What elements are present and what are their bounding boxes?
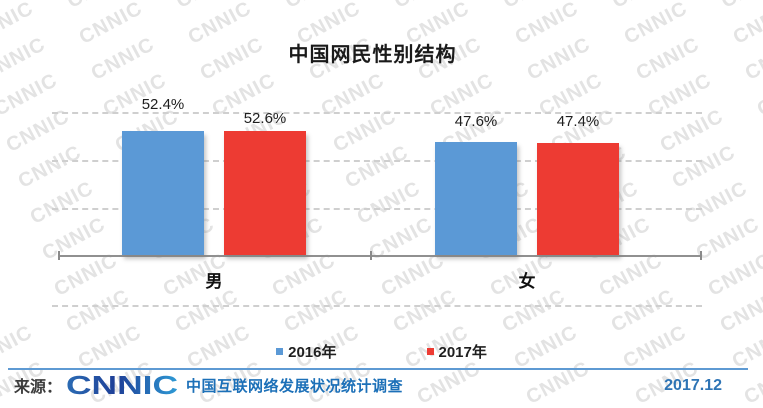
gridline-20pct: [52, 208, 702, 210]
footer-source: 来源： CNNIC 中国互联网络发展状况统计调查: [14, 372, 403, 398]
cnnic-watermark: CNNIC: [173, 0, 244, 14]
legend-swatch-2016: [276, 347, 284, 355]
gridline-40pct: [52, 160, 702, 162]
bar-value-2017-male: 52.6%: [243, 110, 287, 127]
cnnic-watermark: CNNIC: [14, 141, 86, 193]
cnnic-watermark: CNNIC: [668, 141, 740, 193]
legend-swatch-2017: [426, 347, 434, 355]
cnnic-watermark: CNNIC: [353, 177, 425, 229]
bar-value-2016-male: 52.4%: [141, 96, 185, 113]
chart-title: 中国网民性别结构: [288, 44, 457, 66]
cnnic-watermark: CNNIC: [389, 285, 461, 337]
cnnic-logo: CNNIC: [66, 373, 178, 397]
bar-value-2017-female: 47.4%: [556, 113, 600, 130]
cnnic-watermark: CNNIC: [377, 249, 449, 301]
legend-item-2016: 2016年: [276, 341, 337, 362]
cnnic-watermark: CNNIC: [50, 249, 122, 301]
legend-label-2016: 2016年: [288, 343, 337, 361]
cnnic-watermark: CNNIC: [413, 357, 485, 408]
cnnic-watermark: CNNIC: [718, 0, 763, 14]
cnnic-watermark: CNNIC: [38, 213, 110, 265]
cnnic-watermark: CNNIC: [62, 285, 134, 337]
cnnic-watermark: CNNIC: [282, 0, 353, 14]
cnnic-watermark: CNNIC: [753, 69, 763, 121]
cnnic-watermark: CNNIC: [341, 141, 413, 193]
cnnic-watermark: CNNIC: [26, 177, 98, 229]
cnnic-watermark: CNNIC: [498, 285, 570, 337]
x-axis: [58, 255, 702, 257]
footer-date: 2017.12: [664, 377, 722, 394]
cnnic-watermark: CNNIC: [500, 0, 571, 14]
cnnic-watermark: CNNIC: [391, 0, 462, 14]
axis-tick-right: [700, 251, 702, 260]
cnnic-watermark: CNNIC: [704, 249, 763, 301]
gridline-below-axis: [52, 305, 702, 307]
cnnic-watermark: CNNIC: [268, 249, 340, 301]
bar-2016-male: [122, 131, 204, 255]
legend-item-2017: 2017年: [426, 341, 487, 362]
axis-tick-middle: [370, 251, 372, 260]
bar-2016-female: [435, 142, 517, 255]
cnnic-watermark: CNNIC: [0, 0, 26, 14]
cnnic-watermark: CNNIC: [280, 285, 352, 337]
legend-label-2017: 2017年: [438, 343, 487, 361]
category-label-female: 女: [518, 272, 536, 291]
cnnic-watermark: CNNIC: [692, 213, 763, 265]
cnnic-watermark: CNNIC: [522, 357, 594, 408]
cnnic-watermark: CNNIC: [740, 357, 763, 408]
cnnic-watermark: CNNIC: [64, 0, 135, 14]
category-label-male: 男: [205, 272, 223, 291]
axis-tick-left: [58, 251, 60, 260]
bar-2017-female: [537, 143, 619, 255]
footer-divider: [8, 368, 748, 370]
cnnic-watermark: CNNIC: [607, 285, 679, 337]
gridline-60pct: [52, 112, 702, 114]
cnnic-watermark: CNNIC: [680, 177, 752, 229]
cnnic-watermark: CNNIC: [716, 285, 763, 337]
cnnic-watermark: CNNIC: [609, 0, 680, 14]
cnnic-logo-text: CNNIC: [66, 373, 178, 397]
bar-2017-male: [224, 131, 306, 255]
cnnic-watermark: CNNIC: [365, 213, 437, 265]
bar-value-2016-female: 47.6%: [454, 113, 498, 130]
source-text: 中国互联网络发展状况统计调查: [186, 377, 404, 395]
legend: 2016年 2017年: [0, 341, 763, 361]
cnnic-watermark: CNNIC: [595, 249, 667, 301]
cnnic-watermark: CNNIC: [171, 285, 243, 337]
source-label: 来源：: [14, 379, 63, 396]
